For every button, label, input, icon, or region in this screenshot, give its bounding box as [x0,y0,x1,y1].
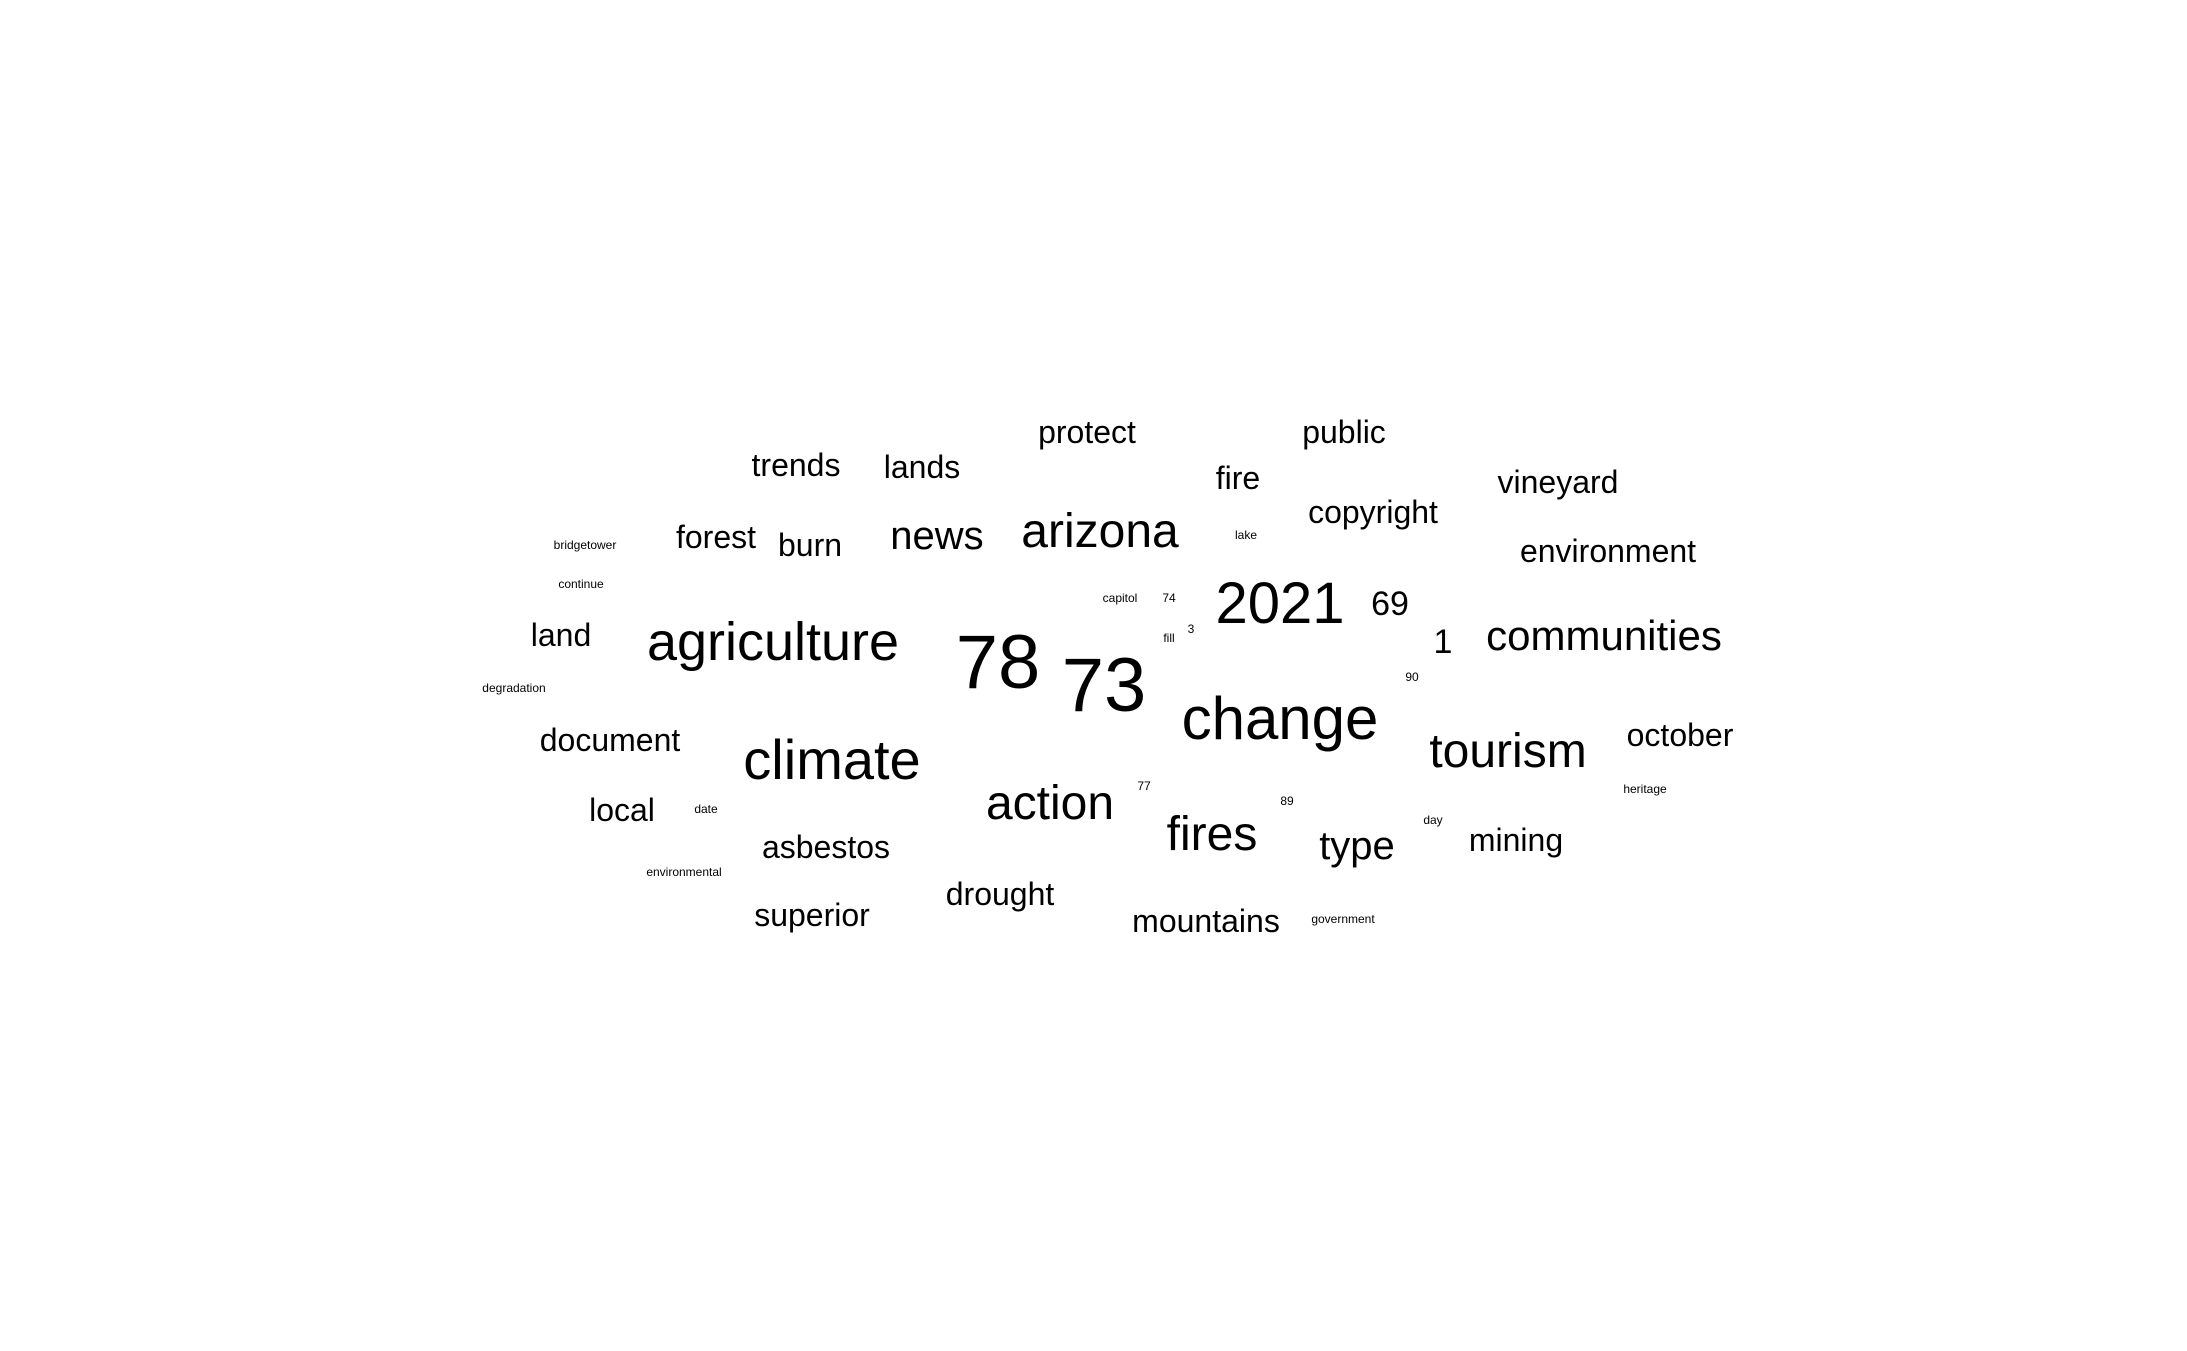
cloud-word: fires [1166,808,1258,861]
cloud-word: capitol [1102,591,1138,605]
cloud-word: change [1181,685,1379,752]
cloud-word: agriculture [646,612,900,672]
cloud-word: news [890,514,984,558]
cloud-word: bridgetower [553,538,617,552]
cloud-word: fill [1163,631,1175,645]
cloud-word: tourism [1429,725,1587,778]
cloud-word: lands [883,449,961,485]
cloud-word: environmental [646,865,722,879]
cloud-word: copyright [1308,494,1438,530]
cloud-word: arizona [1021,505,1179,558]
cloud-word: degradation [482,681,546,695]
cloud-word: land [530,617,592,653]
cloud-word: climate [743,728,921,791]
cloud-word: type [1319,824,1395,868]
cloud-word: 2021 [1215,571,1345,636]
cloud-word: burn [777,527,843,563]
cloud-word: trends [751,447,841,483]
cloud-word: document [539,722,681,758]
cloud-word: lake [1234,528,1258,542]
cloud-word: 73 [1061,643,1147,728]
cloud-word: fire [1215,460,1261,496]
cloud-word: public [1302,414,1386,450]
cloud-word: action [985,777,1115,830]
cloud-word: day [1423,813,1443,827]
cloud-word: 3 [1187,622,1195,636]
cloud-word: 69 [1371,585,1409,623]
cloud-word: 1 [1433,623,1453,661]
cloud-word: heritage [1623,782,1667,796]
cloud-word: 74 [1162,591,1176,605]
cloud-word: forest [675,519,757,555]
cloud-word: october [1626,717,1734,753]
cloud-word: government [1311,912,1375,926]
cloud-word: mining [1468,822,1564,858]
cloud-word: vineyard [1497,464,1619,500]
cloud-word: local [589,792,655,828]
cloud-word: mountains [1132,903,1280,939]
cloud-word: protect [1038,414,1136,450]
cloud-word: 77 [1137,779,1151,793]
cloud-word: asbestos [761,829,891,865]
cloud-word: communities [1486,612,1722,659]
cloud-word: date [694,802,718,816]
cloud-word: 90 [1405,670,1419,684]
cloud-word: continue [558,577,604,591]
cloud-word: 78 [955,620,1041,705]
cloud-word: superior [754,897,870,933]
cloud-word: drought [945,876,1055,912]
cloud-word: environment [1519,533,1697,569]
cloud-word: 89 [1280,794,1294,808]
